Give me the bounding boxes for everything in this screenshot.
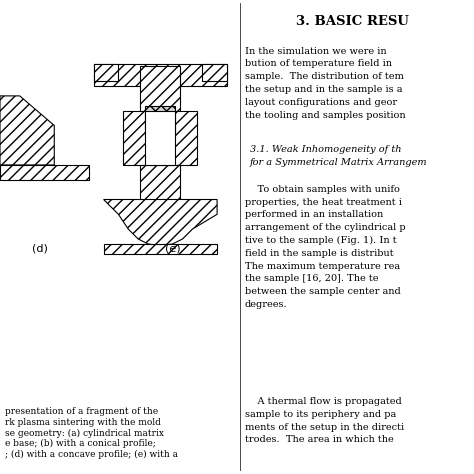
Text: bution of temperature field in: bution of temperature field in <box>245 59 392 68</box>
Text: To obtain samples with unifo: To obtain samples with unifo <box>245 185 400 194</box>
Text: between the sample center and: between the sample center and <box>245 287 401 296</box>
Text: (e): (e) <box>165 244 181 254</box>
Bar <box>94 64 227 86</box>
Text: ; (d) with a concave profile; (e) with a: ; (d) with a concave profile; (e) with a <box>5 450 178 459</box>
Polygon shape <box>94 64 118 81</box>
Bar <box>104 244 217 254</box>
Text: field in the sample is distribut: field in the sample is distribut <box>245 249 393 258</box>
Text: the setup and in the sample is a: the setup and in the sample is a <box>245 85 402 94</box>
Bar <box>0 165 89 180</box>
Text: In the simulation we were in: In the simulation we were in <box>245 46 386 55</box>
Text: 3. BASIC RESU: 3. BASIC RESU <box>296 15 409 28</box>
Bar <box>145 106 174 136</box>
Bar <box>140 165 180 200</box>
Polygon shape <box>202 64 227 81</box>
Text: layout configurations and geor: layout configurations and geor <box>245 98 397 107</box>
Text: arrangement of the cylindrical p: arrangement of the cylindrical p <box>245 223 405 232</box>
Polygon shape <box>0 96 54 165</box>
Text: for a Symmetrical Matrix Arrangem: for a Symmetrical Matrix Arrangem <box>250 158 427 167</box>
Text: properties, the heat treatment i: properties, the heat treatment i <box>245 198 401 207</box>
Polygon shape <box>104 200 217 246</box>
Text: e base; (b) with a conical profile;: e base; (b) with a conical profile; <box>5 439 155 448</box>
Text: degrees.: degrees. <box>245 300 287 309</box>
Text: the sample [16, 20]. The te: the sample [16, 20]. The te <box>245 274 378 283</box>
Text: trodes.  The area in which the: trodes. The area in which the <box>245 435 393 444</box>
Text: rk plasma sintering with the mold: rk plasma sintering with the mold <box>5 418 161 427</box>
Text: presentation of a fragment of the: presentation of a fragment of the <box>5 407 158 416</box>
Bar <box>123 111 197 165</box>
Text: ments of the setup in the directi: ments of the setup in the directi <box>245 422 404 431</box>
Text: the tooling and samples position: the tooling and samples position <box>245 111 405 120</box>
Text: tive to the sample (Fig. 1). In t: tive to the sample (Fig. 1). In t <box>245 236 396 245</box>
Bar <box>140 66 180 120</box>
Bar <box>145 111 174 165</box>
Text: The maximum temperature rea: The maximum temperature rea <box>245 262 400 271</box>
Text: performed in an installation: performed in an installation <box>245 210 383 219</box>
Text: sample to its periphery and pa: sample to its periphery and pa <box>245 410 396 419</box>
Text: se geometry: (a) cylindrical matrix: se geometry: (a) cylindrical matrix <box>5 428 164 438</box>
Text: A thermal flow is propagated: A thermal flow is propagated <box>245 397 401 406</box>
Text: 3.1. Weak Inhomogeneity of th: 3.1. Weak Inhomogeneity of th <box>250 145 401 154</box>
Text: (d): (d) <box>32 244 47 254</box>
Text: sample.  The distribution of tem: sample. The distribution of tem <box>245 72 403 81</box>
